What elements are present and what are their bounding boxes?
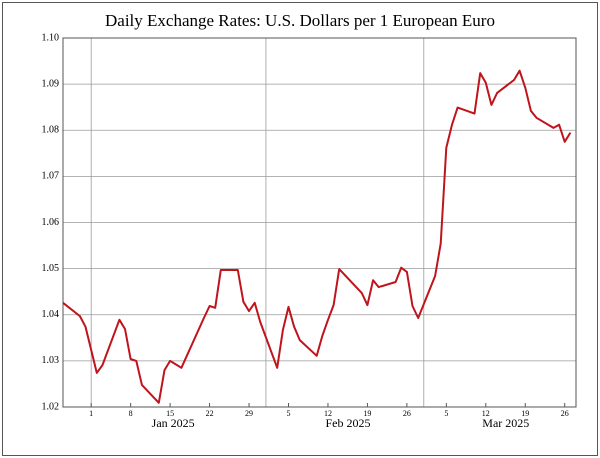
x-tick-label: 26 (403, 409, 411, 418)
month-label: Jan 2025 (152, 416, 195, 430)
y-tick-label: 1.09 (42, 78, 60, 89)
y-tick-label: 1.07 (42, 171, 60, 182)
x-tick-label: 29 (245, 409, 253, 418)
y-tick-label: 1.08 (42, 125, 60, 136)
y-tick-label: 1.06 (42, 217, 60, 228)
x-tick-label: 5 (286, 409, 290, 418)
y-tick-label: 1.03 (42, 355, 60, 366)
x-tick-label: 1 (89, 409, 93, 418)
x-tick-label: 15 (166, 409, 174, 418)
x-tick-label: 19 (521, 409, 529, 418)
x-tick-label: 12 (324, 409, 332, 418)
y-tick-label: 1.05 (42, 263, 60, 274)
x-tick-label: 12 (482, 409, 490, 418)
plot-area (62, 37, 577, 408)
x-tick-label: 26 (561, 409, 569, 418)
x-tick-label: 8 (129, 409, 133, 418)
month-label: Feb 2025 (325, 416, 370, 430)
x-tick-label: 19 (363, 409, 371, 418)
x-tick-label: 5 (444, 409, 448, 418)
x-tick-label: 22 (206, 409, 214, 418)
y-tick-label: 1.02 (42, 401, 60, 412)
data-line (62, 69, 572, 404)
y-tick-label: 1.04 (42, 309, 60, 320)
y-tick-label: 1.10 (42, 32, 60, 43)
month-label: Mar 2025 (482, 416, 529, 430)
chart-title: Daily Exchange Rates: U.S. Dollars per 1… (105, 11, 495, 30)
